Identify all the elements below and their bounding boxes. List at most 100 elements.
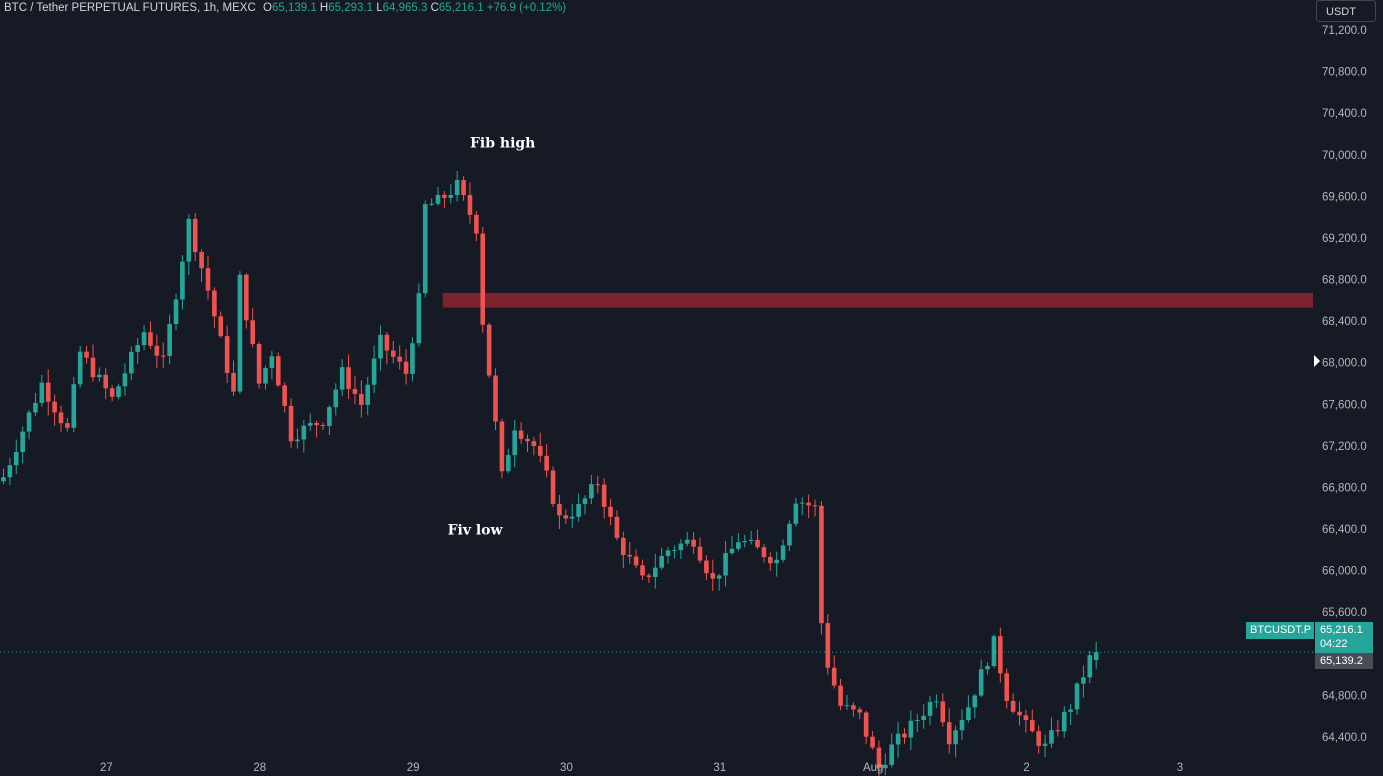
candle-body bbox=[946, 722, 952, 745]
price-tick-label: 68,400.0 bbox=[1322, 316, 1367, 328]
candle-body bbox=[282, 385, 287, 406]
candle-body bbox=[237, 274, 243, 392]
candle-body bbox=[889, 744, 895, 765]
candle-body bbox=[160, 355, 166, 357]
low-value: 64,965.3 bbox=[382, 2, 428, 14]
candle-body bbox=[659, 555, 664, 568]
candle-body bbox=[116, 386, 121, 397]
resistance-zone[interactable] bbox=[442, 293, 1313, 308]
candle-body bbox=[333, 389, 339, 408]
candle-body bbox=[985, 666, 990, 670]
candle-body bbox=[506, 455, 511, 472]
candle-body bbox=[672, 550, 677, 552]
time-axis[interactable]: 27 28 29 30 31 Aug 2 3 bbox=[100, 762, 1183, 774]
candle-body bbox=[224, 336, 230, 373]
high-label: H bbox=[319, 2, 329, 14]
candle-body bbox=[793, 503, 799, 524]
chart-annotation[interactable]: Fiv low bbox=[448, 522, 504, 538]
candle-body bbox=[141, 332, 147, 346]
candle-body bbox=[589, 484, 594, 499]
symbol-title: BTC / Tether PERPETUAL FUTURES, 1h, MEXC bbox=[4, 2, 256, 14]
candle-body bbox=[595, 484, 601, 486]
candle-body bbox=[576, 504, 581, 517]
currency-button[interactable]: USDT bbox=[1316, 0, 1376, 22]
candle-body bbox=[454, 180, 460, 196]
candle-body bbox=[819, 505, 824, 624]
candle-body bbox=[978, 669, 984, 696]
candle-body bbox=[1061, 711, 1067, 732]
candle-body bbox=[84, 351, 89, 358]
candle-body bbox=[883, 764, 888, 769]
candle-body bbox=[544, 455, 549, 471]
candles-layer bbox=[1, 170, 1099, 776]
candle-body bbox=[493, 375, 498, 422]
time-tick-label: 3 bbox=[1177, 762, 1183, 774]
candle-body bbox=[218, 316, 224, 337]
candle-body bbox=[244, 274, 249, 321]
time-tick-label: 28 bbox=[253, 762, 266, 774]
candle-body bbox=[448, 195, 454, 198]
high-value: 65,293.1 bbox=[328, 2, 373, 14]
candle-body bbox=[1074, 683, 1080, 710]
candle-body bbox=[921, 715, 926, 721]
symbol-legend[interactable]: BTC / Tether PERPETUAL FUTURES, 1h, MEXC… bbox=[4, 2, 566, 14]
candle-body bbox=[20, 431, 25, 453]
candle-body bbox=[422, 204, 428, 294]
candle-body bbox=[122, 373, 128, 387]
candle-body bbox=[761, 547, 767, 558]
price-tick-label: 66,400.0 bbox=[1322, 524, 1367, 536]
candle-body bbox=[934, 701, 939, 703]
open-label: O bbox=[263, 2, 272, 14]
chart-annotation[interactable]: Fib high bbox=[470, 135, 535, 151]
close-value: 65,216.1 bbox=[438, 2, 484, 14]
candle-body bbox=[525, 438, 530, 442]
candle-body bbox=[1081, 677, 1086, 684]
candle-body bbox=[295, 439, 300, 442]
candle-body bbox=[180, 261, 185, 300]
candle-body bbox=[966, 707, 971, 720]
candle-body bbox=[812, 505, 818, 507]
candle-body bbox=[33, 402, 38, 413]
candle-body bbox=[704, 560, 709, 574]
candle-body bbox=[390, 350, 396, 357]
candle-body bbox=[288, 405, 294, 442]
candle-body bbox=[359, 393, 364, 405]
close-label: C bbox=[430, 2, 439, 14]
candle-body bbox=[52, 401, 57, 413]
candle-body bbox=[397, 356, 402, 362]
candle-body bbox=[461, 180, 466, 196]
candle-body bbox=[998, 636, 1003, 674]
candle-body bbox=[678, 543, 684, 551]
candle-body bbox=[870, 736, 875, 748]
candle-body bbox=[45, 382, 51, 402]
candle-body bbox=[97, 374, 102, 378]
candle-body bbox=[627, 555, 633, 557]
candle-body bbox=[346, 367, 351, 390]
candle-body bbox=[972, 695, 978, 708]
candle-body bbox=[378, 334, 383, 359]
time-tick-label: 29 bbox=[407, 762, 420, 774]
candle-body bbox=[263, 368, 268, 384]
candle-body bbox=[927, 701, 933, 716]
candle-body bbox=[569, 516, 575, 519]
candle-body bbox=[825, 623, 831, 668]
candle-body bbox=[1023, 715, 1029, 721]
candle-body bbox=[895, 733, 901, 745]
time-tick-label: Aug bbox=[863, 762, 883, 774]
candle-body bbox=[512, 430, 517, 456]
candle-body bbox=[129, 351, 134, 374]
change-value: +76.9 (+0.12%) bbox=[486, 2, 567, 14]
low-label: L bbox=[376, 2, 383, 14]
price-tick-label: 65,600.0 bbox=[1322, 607, 1367, 619]
candle-body bbox=[748, 539, 754, 542]
candle-body bbox=[71, 384, 77, 428]
candle-body bbox=[1093, 652, 1099, 661]
candle-body bbox=[716, 575, 722, 579]
candle-body bbox=[640, 565, 645, 576]
candle-body bbox=[327, 407, 332, 426]
candle-body bbox=[876, 747, 882, 769]
candle-body bbox=[442, 194, 447, 198]
candle-body bbox=[416, 293, 422, 344]
candle-body bbox=[256, 344, 262, 384]
